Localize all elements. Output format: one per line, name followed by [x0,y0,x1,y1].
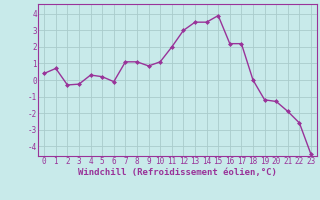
X-axis label: Windchill (Refroidissement éolien,°C): Windchill (Refroidissement éolien,°C) [78,168,277,177]
